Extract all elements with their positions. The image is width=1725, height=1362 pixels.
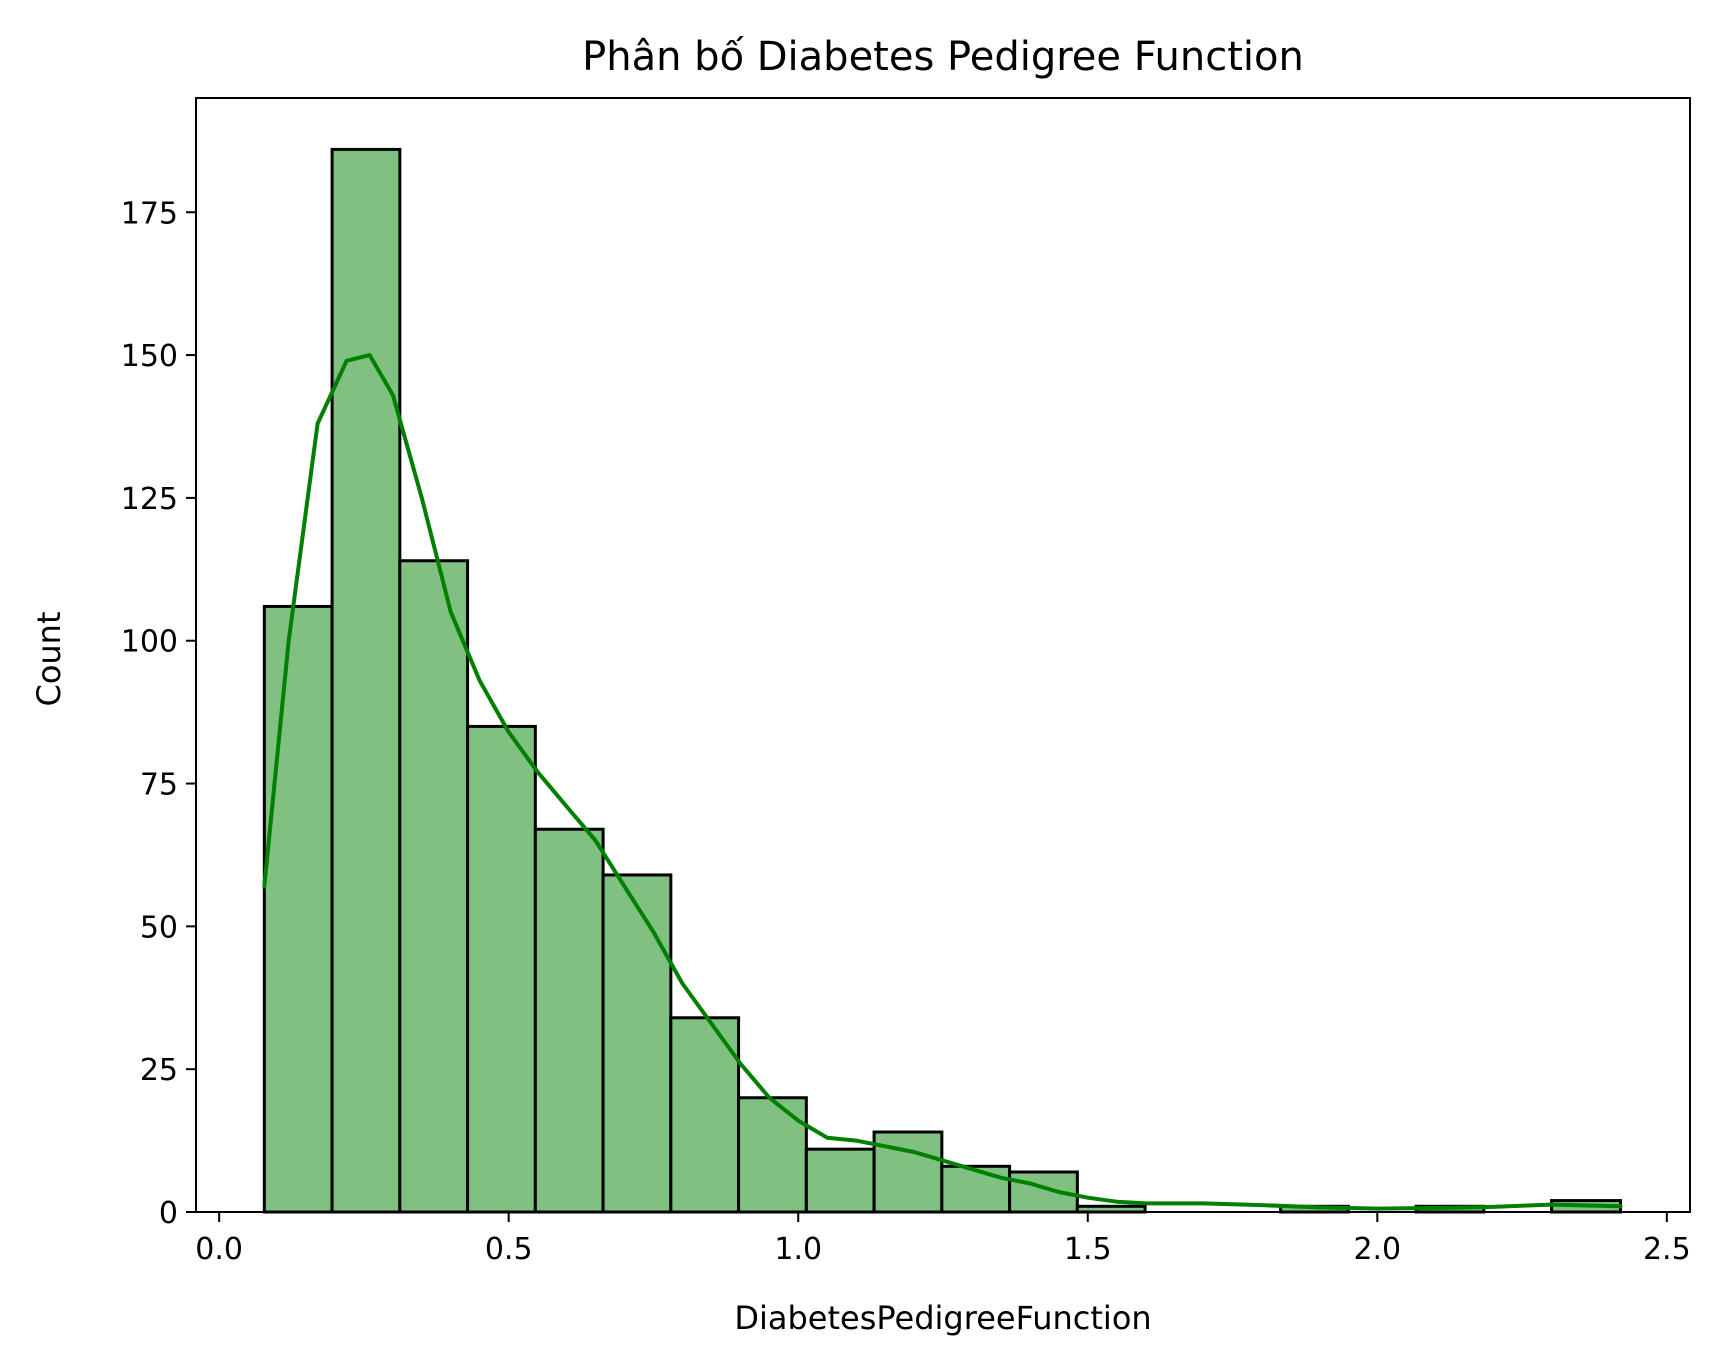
x-tick-label: 2.5 xyxy=(1643,1232,1691,1267)
histogram-bar xyxy=(737,1096,808,1214)
y-tick-label: 75 xyxy=(140,768,178,803)
y-tick-label: 175 xyxy=(121,196,178,231)
y-tick-label: 50 xyxy=(140,910,178,945)
histogram-bar xyxy=(1008,1170,1079,1214)
histogram-bar xyxy=(601,873,673,1214)
x-axis-label: DiabetesPedigreeFunction xyxy=(734,1299,1151,1337)
y-tick-label: 0 xyxy=(159,1196,178,1231)
kde-line xyxy=(262,353,1623,1211)
x-tick-label: 2.0 xyxy=(1353,1232,1401,1267)
histogram-bar xyxy=(466,724,537,1214)
histogram-bar xyxy=(262,604,334,1214)
histogram-bar xyxy=(398,559,470,1214)
histogram-bar xyxy=(330,147,402,1214)
histogram-bar xyxy=(804,1147,876,1214)
x-tick-label: 1.5 xyxy=(1064,1232,1112,1267)
y-axis-label: Count xyxy=(30,611,68,706)
y-tick-label: 25 xyxy=(140,1053,178,1088)
y-tick-label: 150 xyxy=(121,339,178,374)
x-tick-label: 0.5 xyxy=(485,1232,533,1267)
histogram-bar xyxy=(872,1130,944,1214)
x-tick-label: 1.0 xyxy=(774,1232,822,1267)
histogram-bar xyxy=(940,1164,1012,1214)
axes-frame xyxy=(195,97,1691,1213)
x-tick-label: 0.0 xyxy=(195,1232,243,1267)
chart-title: Phân bố Diabetes Pedigree Function xyxy=(582,34,1304,80)
plot-area: 0.0 0.5 1.0 1.5 2.0 2.5 0 25 50 75 100 125 150 175 xyxy=(121,97,1691,1267)
y-tick-label: 125 xyxy=(121,482,178,517)
histogram-bar xyxy=(533,827,605,1214)
y-tick-label: 100 xyxy=(121,625,178,660)
